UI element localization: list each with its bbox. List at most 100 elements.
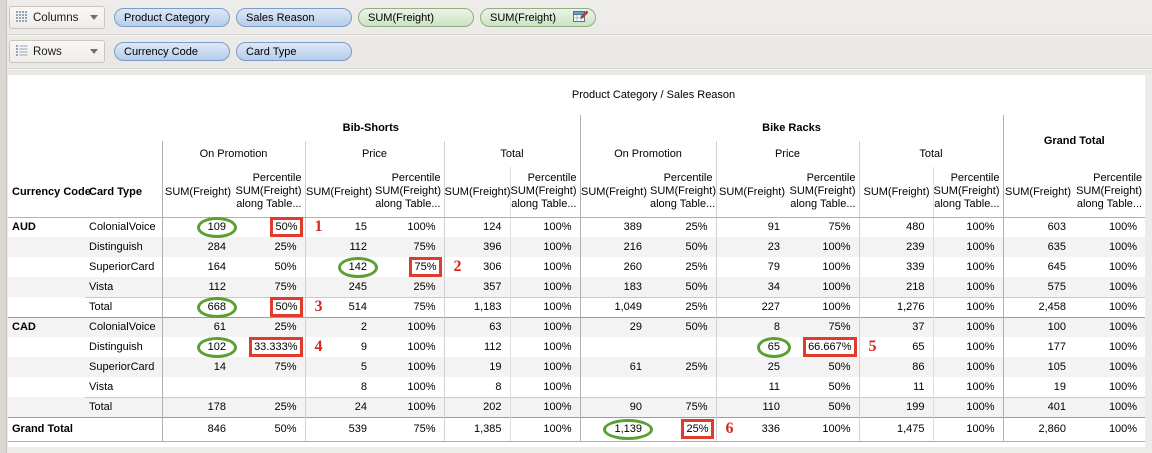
card-type-cell[interactable]: Distinguish (85, 237, 162, 257)
rows-shelf[interactable]: Rows (9, 40, 105, 63)
freight-value-cell[interactable]: 8 (443, 377, 510, 397)
percentile-value-cell[interactable]: 100% (509, 416, 580, 442)
percentile-value-cell[interactable]: 75% (650, 396, 716, 417)
row-header-card-type[interactable]: Card Type (85, 167, 162, 218)
freight-value-cell[interactable]: 19 (1002, 377, 1074, 397)
percentile-value-cell[interactable]: 25% (234, 316, 305, 337)
freight-value-cell[interactable]: 401 (1002, 396, 1074, 417)
freight-value-cell[interactable]: 25 (715, 357, 788, 377)
percentile-value-cell[interactable]: 100% (509, 257, 580, 277)
percentile-value-cell[interactable]: 100% (407, 380, 436, 393)
freight-value-cell[interactable]: 65 (858, 337, 933, 357)
percentile-value-cell[interactable]: 75% (375, 237, 444, 257)
percentile-value-cell[interactable]: 100% (1074, 357, 1146, 377)
percentile-value-cell[interactable]: 100% (932, 396, 1003, 417)
pill-currency-code[interactable]: Currency Code (114, 42, 230, 61)
freight-value-cell[interactable]: 396 (443, 237, 510, 257)
freight-value-cell[interactable]: 575 (1002, 277, 1074, 297)
table-calculation-icon[interactable] (573, 10, 589, 26)
measure-header-percentile[interactable]: Percentile SUM(Freight) along Table... (234, 167, 305, 218)
percentile-value-cell[interactable]: 100% (509, 316, 580, 337)
measure-header-percentile[interactable]: Percentile SUM(Freight) along Table... (509, 167, 580, 218)
measure-header-sum[interactable]: SUM(Freight) (858, 167, 933, 218)
subgroup-bike-racks-total[interactable]: Total (858, 141, 1003, 167)
freight-value-cell[interactable]: 389 (579, 217, 650, 237)
freight-value-cell[interactable]: 177 (1002, 337, 1074, 357)
currency-code-cell[interactable]: AUD (12, 221, 36, 234)
percentile-value-cell[interactable]: 100% (509, 337, 580, 357)
column-group-bib-shorts[interactable]: Bib-Shorts (342, 122, 399, 134)
percentile-value-cell[interactable] (234, 377, 305, 397)
freight-value-cell[interactable]: 199 (858, 396, 933, 417)
percentile-value-cell[interactable]: 100% (788, 416, 859, 442)
freight-value-cell[interactable]: 142 (304, 256, 378, 278)
card-type-cell[interactable]: Vista (89, 380, 114, 393)
freight-value-cell[interactable]: 8 (304, 377, 375, 397)
column-group-grand-total[interactable]: Grand Total (1002, 115, 1146, 167)
card-type-cell[interactable]: Vista (85, 277, 162, 297)
freight-value-cell[interactable]: 29 (579, 316, 650, 337)
freight-value-cell[interactable]: 15 (304, 217, 375, 237)
freight-value-cell[interactable]: 1,183 (443, 296, 510, 317)
percentile-value-cell[interactable]: 100% (932, 217, 1003, 237)
percentile-value-cell[interactable]: 25% (234, 396, 305, 417)
measure-header-sum[interactable]: SUM(Freight) (304, 167, 375, 218)
percentile-value-cell[interactable]: 50% (788, 357, 859, 377)
percentile-value-cell[interactable]: 50% (650, 316, 716, 337)
subgroup-bib-shorts-total[interactable]: Total (443, 141, 580, 167)
freight-value-cell[interactable]: 216 (579, 237, 650, 257)
measure-header-percentile[interactable]: Percentile SUM(Freight) along Table... (650, 167, 716, 218)
freight-value-cell[interactable]: 65 (715, 336, 791, 358)
freight-value-cell[interactable]: 8 (715, 316, 788, 337)
freight-value-cell[interactable]: 124 (443, 217, 510, 237)
freight-value-cell[interactable]: 11 (715, 377, 788, 397)
freight-value-cell[interactable]: 112 (161, 277, 234, 297)
percentile-value-cell[interactable]: 100% (822, 261, 851, 273)
rows-dropdown-arrow-icon[interactable] (90, 49, 98, 54)
pill-sales-reason[interactable]: Sales Reason (236, 8, 352, 27)
percentile-value-cell[interactable]: 66.667% 5 (788, 337, 877, 357)
columns-dropdown-arrow-icon[interactable] (90, 15, 98, 20)
freight-value-cell[interactable]: 11 (858, 377, 933, 397)
freight-value-cell[interactable]: 239 (858, 237, 933, 257)
measure-header-sum[interactable]: SUM(Freight) (443, 167, 511, 218)
percentile-value-cell[interactable]: 75% (234, 357, 305, 377)
freight-value-cell[interactable]: 227 (715, 296, 788, 317)
freight-value-cell[interactable]: 306 (443, 257, 510, 277)
card-type-cell[interactable]: SuperiorCard (89, 261, 155, 273)
percentile-value-cell[interactable]: 100% (509, 377, 580, 397)
freight-value-cell[interactable]: 635 (1002, 237, 1074, 257)
card-type-cell[interactable]: Distinguish (89, 341, 143, 353)
percentile-value-cell[interactable]: 100% (1074, 396, 1146, 417)
pill-sum-freight[interactable]: SUM(Freight) (358, 8, 474, 27)
percentile-value-cell[interactable]: 50% (274, 261, 297, 273)
freight-value-cell[interactable]: 339 (858, 257, 933, 277)
freight-value-cell[interactable]: 183 (579, 277, 650, 297)
card-type-cell[interactable]: ColonialVoice (85, 316, 162, 337)
freight-value-cell[interactable]: 63 (443, 316, 510, 337)
percentile-value-cell[interactable]: 33.333% 4 (234, 337, 323, 357)
percentile-value-cell[interactable]: 100% (932, 416, 1003, 442)
freight-value-cell[interactable]: 164 (161, 257, 234, 277)
percentile-value-cell[interactable]: 75% (375, 296, 444, 317)
subgroup-bib-shorts-price[interactable]: Price (304, 141, 444, 167)
pill-card-type[interactable]: Card Type (236, 42, 352, 61)
percentile-value-cell[interactable]: 75% (788, 316, 859, 337)
freight-value-cell[interactable]: 109 (161, 216, 237, 238)
freight-value-cell[interactable]: 91 (715, 217, 788, 237)
percentile-value-cell[interactable]: 100% (1108, 341, 1138, 353)
freight-value-cell[interactable]: 1,276 (858, 296, 933, 317)
freight-value-cell[interactable]: 24 (304, 396, 375, 417)
percentile-value-cell[interactable]: 100% (375, 396, 444, 417)
measure-header-percentile[interactable]: Percentile SUM(Freight) along Table... (375, 167, 444, 218)
freight-value-cell[interactable]: 336 (715, 416, 788, 442)
measure-header-percentile[interactable]: Percentile SUM(Freight) along Table... (932, 167, 1003, 218)
percentile-value-cell[interactable]: 100% (509, 357, 580, 377)
percentile-value-cell[interactable]: 75% (375, 416, 444, 442)
percentile-value-cell[interactable]: 100% (932, 337, 1003, 357)
subgroup-bike-racks-price[interactable]: Price (715, 141, 859, 167)
pill-sum-freight-table-calc[interactable]: SUM(Freight) (480, 8, 596, 27)
card-type-cell[interactable]: Total (85, 396, 162, 417)
percentile-value-cell[interactable]: 25% (234, 237, 305, 257)
freight-value-cell[interactable] (161, 377, 234, 397)
